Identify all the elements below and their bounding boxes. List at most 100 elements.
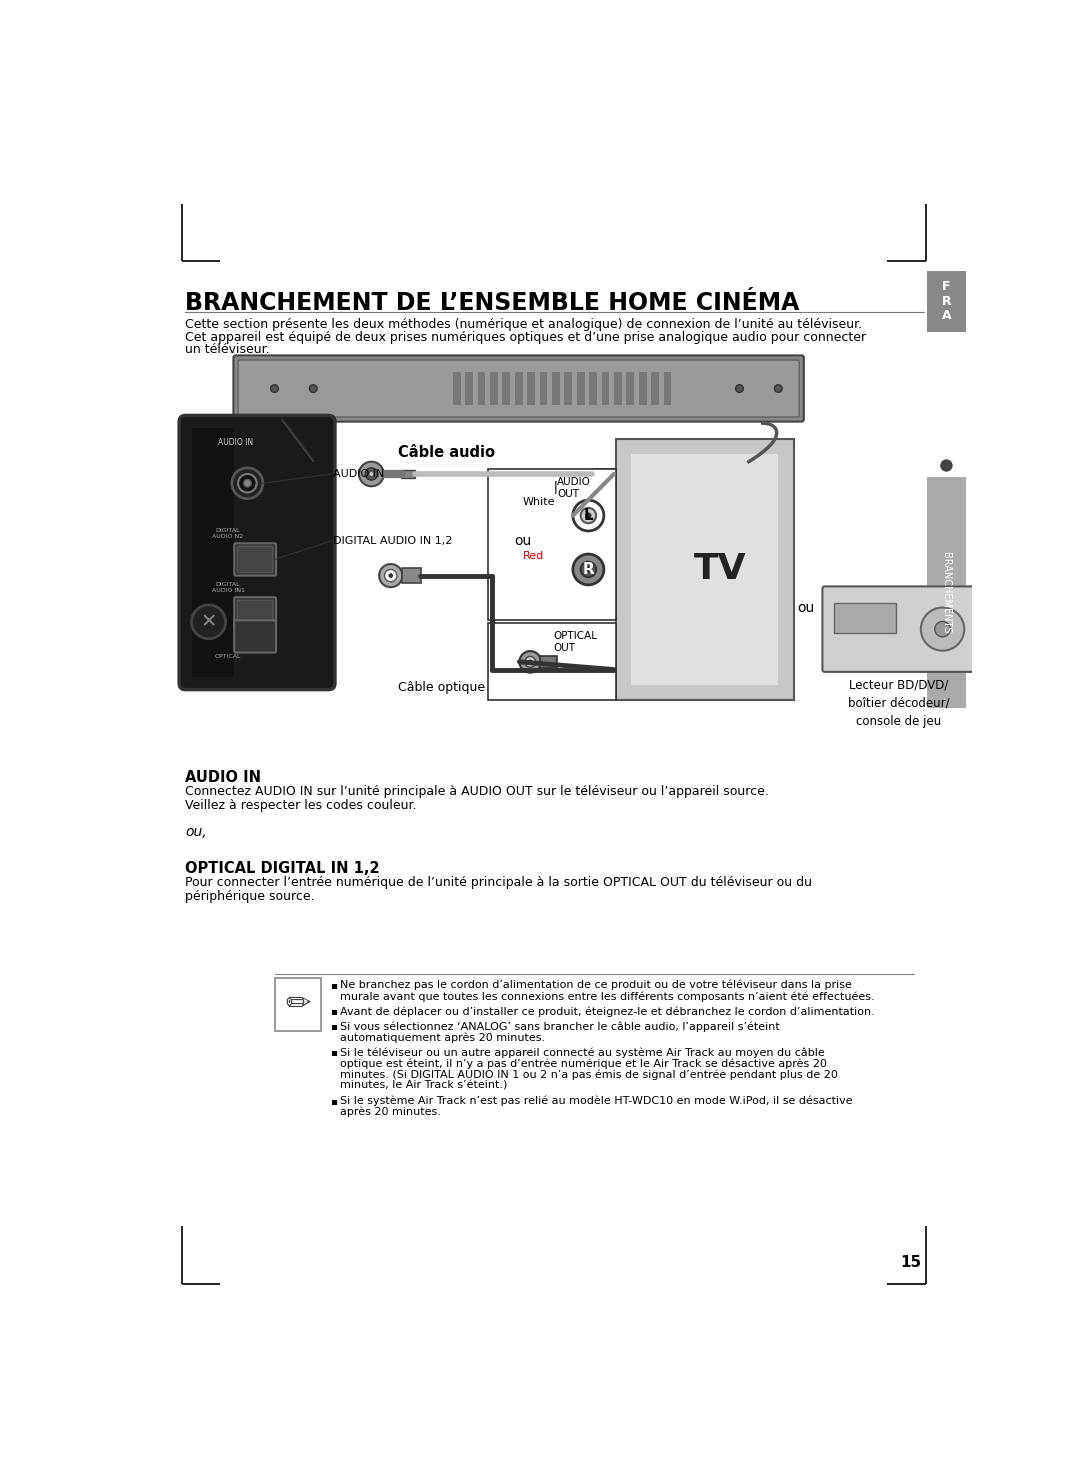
Bar (488, 623, 616, 700)
Text: R: R (582, 563, 594, 577)
Text: OPTICAL
OUT: OPTICAL OUT (554, 630, 597, 653)
Text: 15: 15 (901, 1255, 921, 1270)
Bar (401, 470, 415, 477)
Text: un téléviseur.: un téléviseur. (186, 343, 270, 356)
Text: Si le téléviseur ou un autre appareil connecté au système Air Track au moyen du : Si le téléviseur ou un autre appareil co… (339, 1047, 824, 1058)
Circle shape (525, 657, 536, 667)
Bar (515, 371, 523, 405)
Bar (540, 655, 556, 669)
Text: White: White (523, 496, 555, 507)
Text: DIGITAL
AUDIO N2: DIGITAL AUDIO N2 (213, 527, 244, 539)
Text: optique est éteint, il n’y a pas d’entrée numérique et le Air Track se désactive: optique est éteint, il n’y a pas d’entré… (339, 1059, 826, 1069)
Bar (651, 371, 659, 405)
Text: ✕: ✕ (201, 613, 217, 632)
Bar (602, 371, 609, 405)
Circle shape (384, 570, 397, 582)
Circle shape (585, 567, 592, 573)
Circle shape (572, 501, 604, 530)
Bar (453, 371, 460, 405)
FancyBboxPatch shape (233, 355, 804, 421)
Circle shape (941, 460, 953, 471)
Bar (626, 371, 634, 405)
Text: BRANCHEMENTS: BRANCHEMENTS (942, 552, 951, 633)
Text: R: R (942, 295, 951, 308)
FancyBboxPatch shape (179, 415, 335, 689)
Bar (527, 371, 535, 405)
Bar (488, 470, 616, 620)
Text: minutes. (Si DIGITAL AUDIO IN 1 ou 2 n’a pas émis de signal d’entrée pendant plu: minutes. (Si DIGITAL AUDIO IN 1 ou 2 n’a… (339, 1069, 837, 1080)
Text: Ne branchez pas le cordon d’alimentation de ce produit ou de votre téléviseur da: Ne branchez pas le cordon d’alimentation… (339, 980, 851, 990)
Bar (663, 371, 672, 405)
Bar (592, 468, 613, 479)
Text: murale avant que toutes les connexions entre les différents composants n’aient é: murale avant que toutes les connexions e… (339, 991, 874, 1002)
Text: ✏: ✏ (285, 990, 311, 1019)
Bar (402, 569, 421, 583)
FancyBboxPatch shape (234, 597, 276, 629)
Text: Si le système Air Track n’est pas relié au modèle HT-WDC10 en mode W.iPod, il se: Si le système Air Track n’est pas relié … (339, 1096, 852, 1106)
Circle shape (359, 461, 383, 486)
Bar (638, 371, 647, 405)
Bar (274, 978, 321, 1031)
Text: OPTICAL DIGITAL IN 1,2: OPTICAL DIGITAL IN 1,2 (186, 860, 380, 875)
Text: Câble optique: Câble optique (399, 681, 486, 694)
FancyBboxPatch shape (238, 359, 799, 417)
FancyBboxPatch shape (823, 586, 974, 672)
Bar (927, 477, 966, 709)
Text: A: A (942, 309, 951, 323)
Text: automatiquement après 20 minutes.: automatiquement après 20 minutes. (339, 1033, 544, 1043)
Bar (191, 427, 234, 678)
Text: Si vous sélectionnez ‘ANALOG’ sans brancher le câble audio, l’appareil s’éteint: Si vous sélectionnez ‘ANALOG’ sans branc… (339, 1021, 780, 1031)
Text: ou,: ou, (186, 825, 207, 840)
Bar (465, 371, 473, 405)
Text: périphérique source.: périphérique source. (186, 890, 315, 903)
Circle shape (585, 513, 592, 518)
Bar (540, 371, 548, 405)
Circle shape (774, 384, 782, 392)
Text: ou: ou (514, 535, 531, 548)
Text: AUDIO IN: AUDIO IN (333, 468, 384, 479)
Text: AUDIO IN: AUDIO IN (218, 437, 254, 446)
Text: Cet appareil est équipé de deux prises numériques optiques et d’une prise analog: Cet appareil est équipé de deux prises n… (186, 331, 866, 343)
Text: ▪: ▪ (330, 1047, 337, 1058)
Bar (552, 371, 559, 405)
Bar (502, 371, 510, 405)
Bar (577, 371, 584, 405)
Bar (927, 271, 966, 333)
Circle shape (271, 384, 279, 392)
Bar (834, 602, 896, 633)
Text: ou: ou (797, 601, 814, 614)
Text: après 20 minutes.: après 20 minutes. (339, 1106, 441, 1118)
Text: Connectez AUDIO IN sur l’unité principale à AUDIO OUT sur le téléviseur ou l’app: Connectez AUDIO IN sur l’unité principal… (186, 785, 769, 798)
Text: Red: Red (523, 551, 543, 561)
Circle shape (921, 607, 964, 651)
Text: BRANCHEMENT DE L’ENSEMBLE HOME CINÉMA: BRANCHEMENT DE L’ENSEMBLE HOME CINÉMA (186, 290, 800, 315)
Bar (613, 371, 622, 405)
Bar (477, 371, 485, 405)
Text: Câble audio: Câble audio (399, 445, 496, 460)
Circle shape (935, 622, 950, 636)
FancyBboxPatch shape (234, 620, 276, 653)
Circle shape (232, 468, 262, 499)
Bar (490, 371, 498, 405)
Text: F: F (942, 280, 950, 293)
Circle shape (519, 651, 541, 673)
Text: Pour connecter l’entrée numérique de l’unité principale à la sortie OPTICAL OUT : Pour connecter l’entrée numérique de l’u… (186, 876, 812, 888)
Circle shape (369, 471, 374, 476)
Circle shape (572, 554, 604, 585)
Circle shape (243, 479, 252, 488)
Text: Lecteur BD/DVD/
boîtier décodeur/
console de jeu: Lecteur BD/DVD/ boîtier décodeur/ consol… (848, 679, 949, 728)
Circle shape (309, 384, 318, 392)
Circle shape (528, 660, 532, 664)
Circle shape (735, 384, 743, 392)
Circle shape (365, 468, 378, 480)
Text: Avant de déplacer ou d’installer ce produit, éteignez-le et débranchez le cordon: Avant de déplacer ou d’installer ce prod… (339, 1006, 875, 1016)
FancyBboxPatch shape (238, 546, 273, 573)
Circle shape (238, 474, 257, 492)
Bar (565, 371, 572, 405)
Circle shape (191, 605, 226, 639)
Text: AUDIO
OUT: AUDIO OUT (557, 477, 591, 499)
Bar (616, 439, 794, 700)
Text: ▪: ▪ (330, 980, 337, 990)
Text: DIGITAL
AUDIO IN1: DIGITAL AUDIO IN1 (212, 582, 244, 592)
Circle shape (581, 561, 596, 577)
